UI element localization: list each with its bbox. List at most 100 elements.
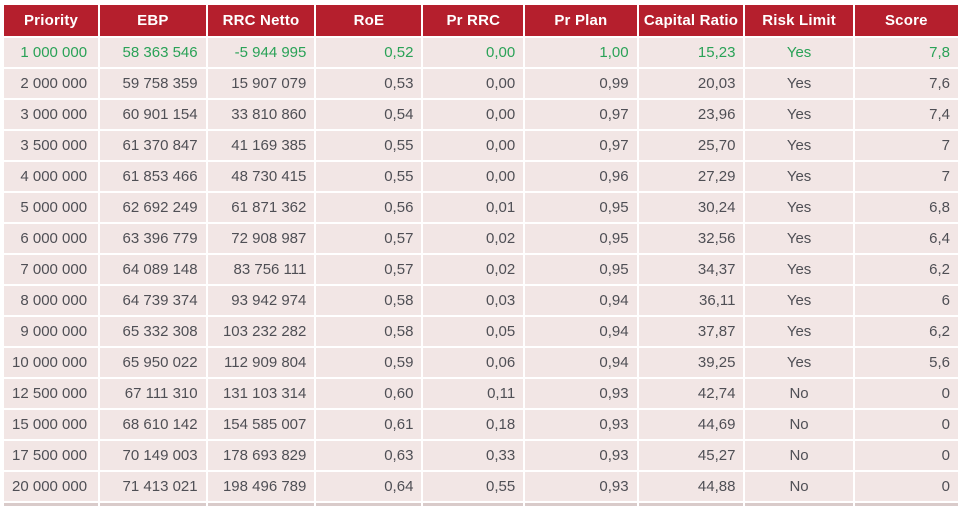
table-row: 7 000 000 64 089 148 83 756 111 0,57 0,02 0,9… <box>1 253 960 286</box>
cell-pr-rrc: 0,00 <box>421 67 526 100</box>
column-header-roe: RoE <box>314 3 424 38</box>
cell-risk-limit: Yes <box>743 284 855 317</box>
cell-capital-ratio: 20,03 <box>636 67 746 100</box>
cell-ebp: 59 758 359 <box>98 67 208 100</box>
priority-optimization-table: Priority EBP RRC Netto RoE Pr RRC Pr Plan Capi… <box>1 3 960 508</box>
cell-roe: 0,52 <box>314 36 424 69</box>
cell-rrc-netto: 61 871 362 <box>205 191 317 224</box>
cell-pr-rrc: 0,18 <box>421 408 526 441</box>
cell-capital-ratio: 32,56 <box>636 222 746 255</box>
bottom-line-segment <box>98 501 208 508</box>
column-header-ebp: EBP <box>98 3 208 38</box>
table-row: 5 000 000 62 692 249 61 871 362 0,56 0,01 0,9… <box>1 191 960 224</box>
cell-roe: 0,64 <box>314 470 424 503</box>
cell-roe: 0,61 <box>314 408 424 441</box>
cell-rrc-netto: 93 942 974 <box>205 284 317 317</box>
bottom-line-segment <box>421 501 526 508</box>
cell-rrc-netto: 48 730 415 <box>205 160 317 193</box>
cell-pr-rrc: 0,00 <box>421 98 526 131</box>
table-row: 4 000 000 61 853 466 48 730 415 0,55 0,00 0,9… <box>1 160 960 193</box>
cell-capital-ratio: 44,88 <box>636 470 746 503</box>
cell-capital-ratio: 39,25 <box>636 346 746 379</box>
cell-risk-limit: No <box>743 470 855 503</box>
cell-pr-plan: 0,94 <box>523 315 639 348</box>
cell-priority: 7 000 000 <box>1 253 101 286</box>
cell-priority: 1 000 000 <box>1 36 101 69</box>
cell-risk-limit: No <box>743 439 855 472</box>
cell-risk-limit: Yes <box>743 346 855 379</box>
cell-capital-ratio: 30,24 <box>636 191 746 224</box>
cell-pr-plan: 0,96 <box>523 160 639 193</box>
cell-priority: 12 500 000 <box>1 377 101 410</box>
cell-ebp: 68 610 142 <box>98 408 208 441</box>
table-row: 15 000 000 68 610 142 154 585 007 0,61 0,18 0… <box>1 408 960 441</box>
cell-risk-limit: Yes <box>743 315 855 348</box>
cell-priority: 20 000 000 <box>1 470 101 503</box>
cell-capital-ratio: 34,37 <box>636 253 746 286</box>
cell-pr-plan: 0,97 <box>523 129 639 162</box>
cell-rrc-netto: 41 169 385 <box>205 129 317 162</box>
cell-priority: 2 000 000 <box>1 67 101 100</box>
cell-risk-limit: Yes <box>743 67 855 100</box>
cell-rrc-netto: 103 232 282 <box>205 315 317 348</box>
cell-risk-limit: Yes <box>743 253 855 286</box>
cell-roe: 0,57 <box>314 222 424 255</box>
table-row: 3 500 000 61 370 847 41 169 385 0,55 0,00 0,9… <box>1 129 960 162</box>
cell-capital-ratio: 15,23 <box>636 36 746 69</box>
table-row: 1 000 000 58 363 546 -5 944 995 0,52 0,00 1,0… <box>1 36 960 69</box>
cell-ebp: 65 332 308 <box>98 315 208 348</box>
bottom-line-segment <box>314 501 424 508</box>
cell-pr-plan: 0,94 <box>523 346 639 379</box>
cell-pr-rrc: 0,02 <box>421 253 526 286</box>
cell-pr-rrc: 0,11 <box>421 377 526 410</box>
cell-priority: 6 000 000 <box>1 222 101 255</box>
cell-risk-limit: Yes <box>743 36 855 69</box>
column-header-priority: Priority <box>1 3 101 38</box>
table-row: 20 000 000 71 413 021 198 496 789 0,64 0,55 0… <box>1 470 960 503</box>
column-header-pr-rrc: Pr RRC <box>421 3 526 38</box>
cell-score: 6,2 <box>852 253 960 286</box>
cell-pr-rrc: 0,05 <box>421 315 526 348</box>
cell-ebp: 61 853 466 <box>98 160 208 193</box>
cell-ebp: 64 739 374 <box>98 284 208 317</box>
cell-score: 6 <box>852 284 960 317</box>
cell-score: 7,6 <box>852 67 960 100</box>
cell-risk-limit: Yes <box>743 222 855 255</box>
cell-score: 6,2 <box>852 315 960 348</box>
cell-pr-plan: 0,93 <box>523 377 639 410</box>
cell-roe: 0,59 <box>314 346 424 379</box>
cell-ebp: 71 413 021 <box>98 470 208 503</box>
cell-roe: 0,58 <box>314 284 424 317</box>
cell-rrc-netto: 198 496 789 <box>205 470 317 503</box>
cell-risk-limit: Yes <box>743 191 855 224</box>
cell-ebp: 60 901 154 <box>98 98 208 131</box>
cell-priority: 8 000 000 <box>1 284 101 317</box>
cell-ebp: 63 396 779 <box>98 222 208 255</box>
table-row: 6 000 000 63 396 779 72 908 987 0,57 0,02 0,9… <box>1 222 960 255</box>
cell-pr-plan: 0,99 <box>523 67 639 100</box>
cell-rrc-netto: 112 909 804 <box>205 346 317 379</box>
cell-risk-limit: No <box>743 408 855 441</box>
cell-roe: 0,58 <box>314 315 424 348</box>
cell-pr-plan: 0,95 <box>523 191 639 224</box>
cell-pr-rrc: 0,55 <box>421 470 526 503</box>
cell-risk-limit: Yes <box>743 129 855 162</box>
cell-pr-plan: 0,95 <box>523 222 639 255</box>
cell-priority: 15 000 000 <box>1 408 101 441</box>
table-row: 10 000 000 65 950 022 112 909 804 0,59 0,06 0… <box>1 346 960 379</box>
cell-pr-plan: 0,95 <box>523 253 639 286</box>
cell-capital-ratio: 37,87 <box>636 315 746 348</box>
column-header-capital-ratio: Capital Ratio <box>636 3 746 38</box>
column-header-risk-limit: Risk Limit <box>743 3 855 38</box>
cell-ebp: 65 950 022 <box>98 346 208 379</box>
cell-pr-plan: 0,93 <box>523 439 639 472</box>
cell-pr-plan: 1,00 <box>523 36 639 69</box>
cell-rrc-netto: 72 908 987 <box>205 222 317 255</box>
cell-rrc-netto: 15 907 079 <box>205 67 317 100</box>
bottom-line-segment <box>636 501 746 508</box>
cell-risk-limit: Yes <box>743 160 855 193</box>
cell-score: 6,4 <box>852 222 960 255</box>
cell-rrc-netto: 83 756 111 <box>205 253 317 286</box>
cell-risk-limit: Yes <box>743 98 855 131</box>
bottom-line-segment <box>743 501 855 508</box>
